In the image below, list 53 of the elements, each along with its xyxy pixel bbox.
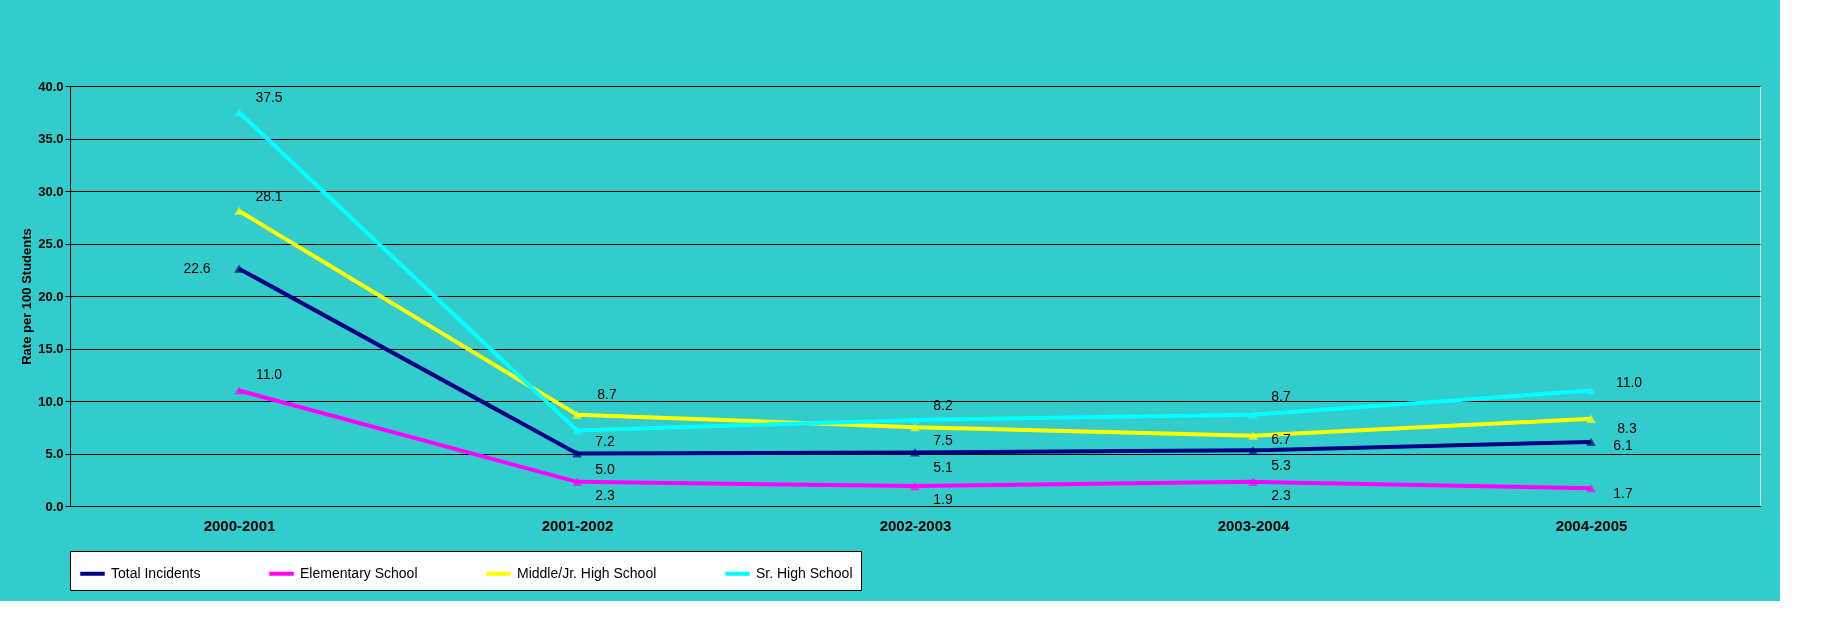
- y-tick-label: 0.0: [45, 498, 64, 514]
- point: [910, 481, 920, 491]
- point: [1586, 437, 1596, 447]
- y-tick-label: 40.0: [38, 78, 64, 94]
- data-label: 1.7: [1613, 485, 1633, 502]
- x-tick-label: 2004-2005: [1555, 516, 1628, 534]
- x-tick-label: 2000-2001: [203, 516, 276, 534]
- point: [572, 410, 582, 419]
- data-label: 8.3: [1617, 419, 1637, 436]
- data-label: 7.5: [933, 432, 953, 449]
- point: [1586, 386, 1596, 395]
- data-label: 2.3: [1271, 486, 1291, 503]
- data-label: 8.7: [1271, 387, 1291, 404]
- point: [572, 426, 582, 435]
- point: [1586, 484, 1596, 493]
- x-tick-label: 2003-2004: [1217, 516, 1291, 534]
- point: [234, 386, 244, 395]
- data-label: 11.0: [255, 365, 283, 382]
- data-label: 11.0: [1615, 373, 1643, 390]
- point: [910, 415, 920, 425]
- y-tick-label: 5.0: [45, 446, 64, 461]
- x-tick-label: 2001-2002: [541, 516, 614, 534]
- point: [572, 477, 582, 486]
- point: [1248, 410, 1258, 419]
- data-label: 1.9: [933, 491, 953, 508]
- data-label: 5.1: [933, 459, 953, 476]
- y-tick-label: 10.0: [38, 393, 64, 409]
- data-label: 5.3: [1271, 457, 1291, 474]
- point: [910, 448, 920, 457]
- point: [1586, 414, 1596, 423]
- y-tick-label: 35.0: [38, 131, 64, 146]
- data-label: 6.1: [1613, 436, 1633, 453]
- legend-label: Sr. High School: [756, 564, 853, 581]
- point: [1248, 431, 1258, 440]
- point: [234, 264, 244, 273]
- legend-label: Elementary School: [300, 564, 418, 581]
- data-label: 7.2: [595, 433, 615, 450]
- data-label: 2.3: [595, 486, 615, 503]
- point: [1248, 477, 1258, 486]
- legend-label: Total Incidents: [111, 564, 201, 581]
- y-axis-title: Rate per 100 Students: [19, 228, 35, 365]
- y-tick-label: 20.0: [38, 288, 64, 304]
- y-tick-label: 25.0: [38, 236, 64, 251]
- data-label: 37.5: [255, 89, 283, 106]
- data-label: 22.6: [183, 259, 211, 276]
- y-tick-label: 15.0: [38, 341, 64, 356]
- y-tick-label: 30.0: [38, 183, 64, 199]
- data-label: 5.0: [595, 460, 615, 477]
- legend-label: Middle/Jr. High School: [517, 564, 657, 581]
- data-label: 8.7: [597, 385, 617, 402]
- x-tick-label: 2002-2003: [879, 516, 952, 534]
- point: [910, 423, 920, 432]
- point: [572, 449, 582, 458]
